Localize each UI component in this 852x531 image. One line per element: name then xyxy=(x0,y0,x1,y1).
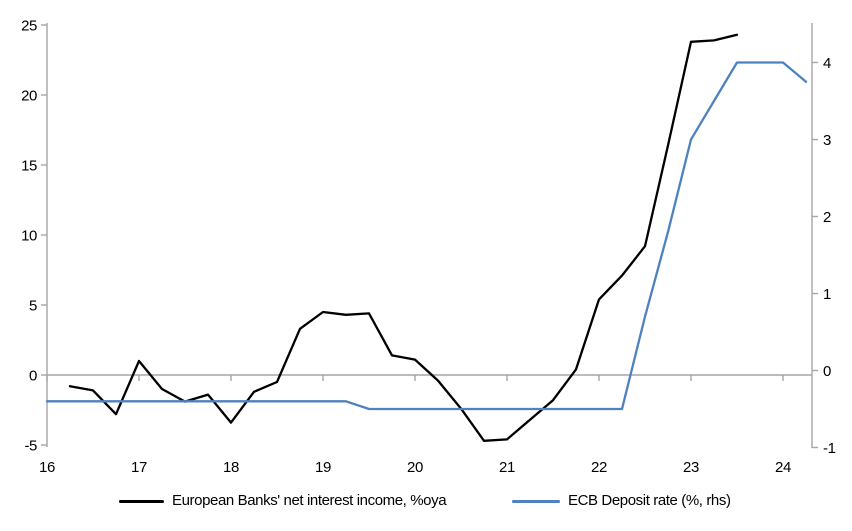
left-axis-tick-label: 20 xyxy=(21,88,37,105)
x-axis-tick-label: 16 xyxy=(39,459,55,476)
x-axis-tick-label: 19 xyxy=(315,459,331,476)
left-axis-tick-label: 5 xyxy=(29,298,37,315)
right-axis-tick-label: -1 xyxy=(823,440,836,457)
x-axis-tick-label: 21 xyxy=(499,459,515,476)
x-axis-tick-label: 24 xyxy=(775,459,791,476)
right-axis-tick-label: 2 xyxy=(823,209,831,226)
x-axis-tick-label: 17 xyxy=(131,459,147,476)
right-axis-tick-label: 4 xyxy=(823,55,831,72)
right-axis-tick-label: 0 xyxy=(823,363,831,380)
x-axis-tick-label: 22 xyxy=(591,459,607,476)
left-axis-tick-label: -5 xyxy=(24,438,37,455)
left-axis-tick-label: 15 xyxy=(21,158,37,175)
x-axis-tick-label: 18 xyxy=(223,459,239,476)
right-axis-tick-label: 1 xyxy=(823,286,831,303)
x-axis-tick-label: 23 xyxy=(683,459,699,476)
left-axis-tick-label: 25 xyxy=(21,18,37,35)
left-axis-tick-label: 10 xyxy=(21,228,37,245)
right-axis-tick-label: 3 xyxy=(823,132,831,149)
net-interest-income-line xyxy=(68,33,739,442)
left-axis-tick-label: 0 xyxy=(29,368,37,385)
x-axis-tick-label: 20 xyxy=(407,459,423,476)
ecb-deposit-rate-line xyxy=(45,61,808,411)
